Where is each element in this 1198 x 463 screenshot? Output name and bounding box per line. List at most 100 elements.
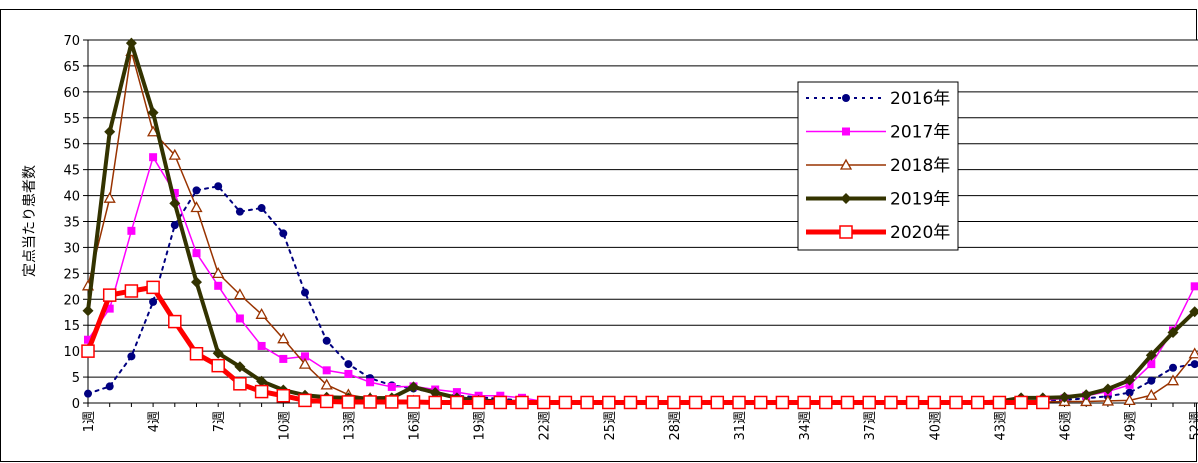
data-point — [840, 193, 852, 204]
data-point — [234, 361, 246, 373]
data-point — [450, 395, 464, 410]
data-point — [1188, 347, 1198, 359]
data-point — [146, 280, 160, 295]
data-point — [301, 288, 309, 297]
data-point — [319, 394, 334, 409]
y-tick-label: 70 — [63, 34, 80, 49]
data-point — [842, 94, 850, 102]
data-point — [277, 332, 290, 344]
data-point — [127, 352, 136, 361]
legend-label: 2020年 — [890, 223, 950, 243]
data-point — [970, 395, 985, 410]
legend-box — [797, 81, 959, 251]
x-tick-label: 25週 — [603, 411, 618, 441]
data-point — [1080, 389, 1092, 401]
data-point — [927, 395, 942, 410]
data-point — [623, 395, 638, 410]
data-point — [645, 395, 659, 410]
data-point — [104, 126, 116, 138]
x-tick-label: 28週 — [668, 411, 683, 441]
data-point — [298, 357, 312, 369]
data-point — [127, 226, 136, 235]
data-point — [1147, 360, 1156, 369]
data-point — [1189, 306, 1198, 318]
y-tick-label: 5 — [72, 371, 80, 386]
data-point — [471, 395, 486, 410]
data-point — [189, 346, 204, 361]
y-tick-label: 30 — [63, 241, 80, 256]
data-point — [819, 395, 833, 410]
data-point — [298, 393, 312, 408]
data-point — [428, 395, 442, 410]
data-point — [322, 366, 331, 375]
x-tick-label: 22週 — [538, 411, 553, 441]
data-point — [233, 377, 247, 391]
x-tick-label: 52週 — [1189, 411, 1198, 441]
data-point — [1190, 282, 1198, 291]
x-tick-label: 13週 — [342, 411, 357, 441]
data-point — [257, 341, 266, 350]
data-point — [558, 395, 573, 410]
data-point — [322, 336, 331, 345]
data-point — [168, 314, 182, 329]
data-point — [170, 188, 179, 197]
data-point — [839, 158, 853, 170]
y-tick-label: 0 — [72, 397, 80, 412]
data-point — [192, 249, 201, 258]
data-point — [1145, 349, 1157, 361]
data-point — [710, 395, 725, 410]
data-point — [344, 360, 353, 369]
data-point — [103, 191, 116, 203]
x-tick-label: 40週 — [928, 411, 943, 441]
data-point — [429, 387, 441, 399]
x-tick-label: 31週 — [733, 411, 748, 441]
data-point — [125, 37, 137, 49]
y-tick-label: 20 — [63, 293, 80, 308]
y-tick-label: 65 — [63, 60, 80, 75]
data-point — [732, 395, 746, 410]
data-point — [105, 304, 114, 313]
data-point — [279, 229, 288, 238]
x-tick-label: 43週 — [993, 411, 1008, 441]
x-tick-label: 19週 — [473, 411, 488, 441]
data-point — [124, 284, 139, 298]
data-point — [1124, 374, 1136, 386]
x-tick-label: 34週 — [798, 411, 813, 441]
data-point — [385, 395, 399, 409]
data-point — [233, 288, 247, 300]
data-point — [1147, 376, 1156, 385]
x-tick-label: 49週 — [1124, 411, 1139, 441]
data-point — [406, 395, 421, 409]
data-point — [842, 127, 850, 136]
data-point — [254, 384, 269, 399]
data-point — [320, 378, 333, 390]
legend-label: 2018年 — [890, 156, 950, 176]
legend: 2016年 2017年 2018年 2019年 2020年 — [797, 81, 959, 251]
data-point — [1014, 395, 1028, 410]
data-point — [84, 335, 92, 344]
x-tick-label: 37週 — [863, 411, 878, 441]
data-point — [1169, 363, 1177, 372]
data-point — [214, 182, 223, 191]
data-point — [797, 395, 811, 410]
data-point — [105, 382, 114, 391]
x-tick-label: 4週 — [147, 411, 162, 432]
data-point — [168, 148, 181, 160]
x-tick-label: 16週 — [408, 411, 423, 441]
data-point — [235, 314, 244, 323]
data-point — [301, 352, 309, 361]
data-point — [1123, 394, 1136, 406]
data-point — [255, 307, 268, 319]
y-tick-label: 55 — [63, 112, 80, 127]
y-tick-label: 25 — [63, 267, 80, 282]
data-point — [1125, 388, 1134, 397]
data-point — [1190, 360, 1198, 369]
data-point — [992, 395, 1007, 410]
data-point — [536, 395, 551, 410]
data-point — [190, 201, 203, 213]
gridlines — [88, 39, 1198, 404]
data-point — [884, 395, 898, 410]
data-point — [192, 186, 201, 195]
data-point — [147, 107, 159, 119]
data-point — [341, 395, 356, 409]
